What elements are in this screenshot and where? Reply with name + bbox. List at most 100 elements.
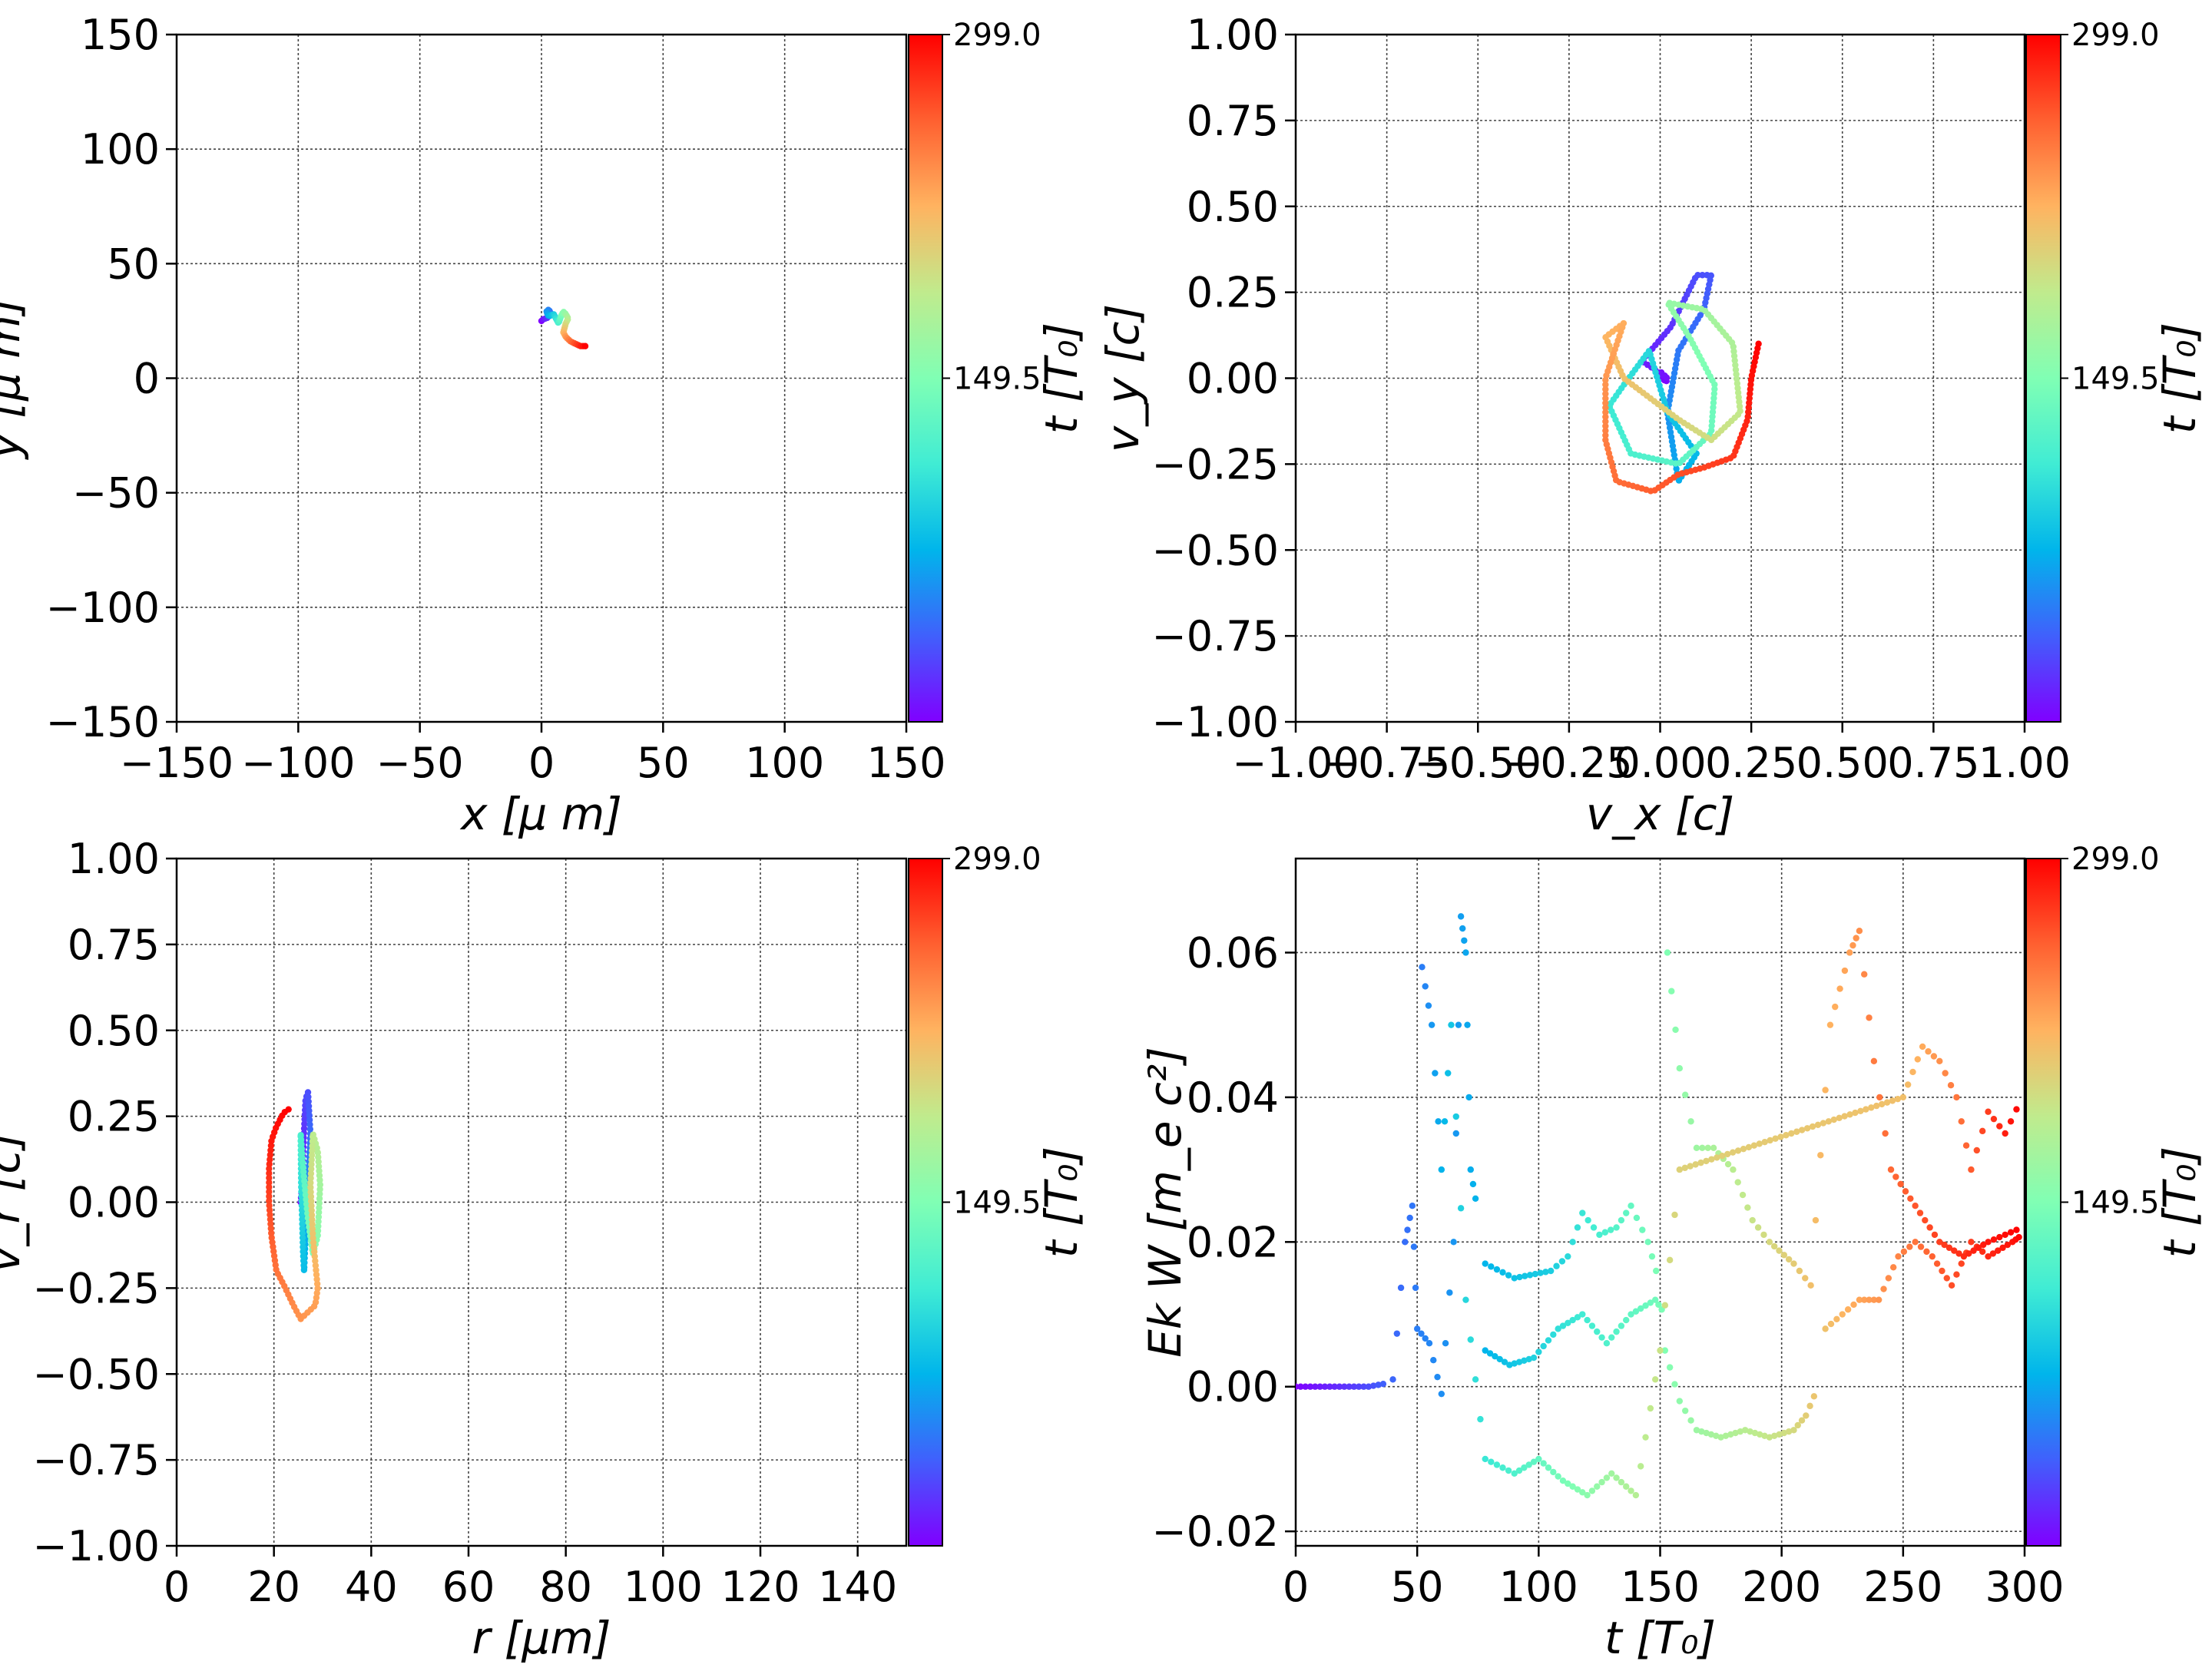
data-point xyxy=(1442,1340,1449,1347)
data-point xyxy=(1553,1262,1560,1269)
data-point xyxy=(266,1202,273,1209)
data-point xyxy=(1776,1431,1783,1438)
radial-velocity-chart: 0 20 40 60 80 100 120 140 −1.00 −0.75 −0.50 −0.25 0.… xyxy=(0,835,1088,1664)
data-point xyxy=(1885,1275,1892,1282)
data-point xyxy=(1713,1432,1720,1440)
data-point xyxy=(1331,1383,1338,1390)
data-point xyxy=(1406,1214,1413,1222)
data-point xyxy=(1809,1123,1816,1130)
data-point xyxy=(1540,1460,1547,1467)
data-point xyxy=(1866,1014,1873,1021)
data-point xyxy=(1878,1100,1886,1108)
x-tick-label: 300 xyxy=(1985,1563,2064,1611)
data-point xyxy=(1979,1127,1986,1135)
data-point xyxy=(1870,1057,1878,1064)
data-point xyxy=(1727,1431,1734,1438)
data-point xyxy=(1537,1269,1544,1276)
data-point xyxy=(1482,1260,1488,1267)
data-point xyxy=(1628,1311,1634,1318)
data-point xyxy=(1912,1239,1919,1246)
data-point xyxy=(1827,1320,1835,1328)
data-point xyxy=(1703,1429,1710,1437)
data-point xyxy=(1555,1325,1561,1332)
data-point xyxy=(1569,1483,1576,1490)
data-point xyxy=(1876,1094,1883,1101)
data-point xyxy=(1655,1301,1662,1309)
data-point xyxy=(1434,1373,1441,1381)
colorbar-tick-label: 299.0 xyxy=(2071,18,2160,53)
data-point xyxy=(1430,1356,1437,1364)
data-point xyxy=(1350,1383,1358,1390)
colorbar-label: t [T₀] xyxy=(1035,1147,1088,1258)
data-point xyxy=(1796,1267,1803,1275)
data-point xyxy=(1948,1282,1955,1289)
data-point xyxy=(1418,1330,1425,1337)
y-tick-label: 0.50 xyxy=(68,1007,160,1055)
data-point xyxy=(1676,1166,1684,1173)
data-point xyxy=(1909,1068,1916,1076)
data-point xyxy=(1419,964,1426,971)
data-point xyxy=(1760,1231,1767,1239)
data-point xyxy=(1681,1091,1689,1098)
x-tick-label: 50 xyxy=(637,739,690,787)
data-point xyxy=(1501,1358,1508,1365)
data-point xyxy=(1710,390,1718,397)
data-point xyxy=(1747,1428,1753,1435)
data-point xyxy=(1856,1296,1863,1303)
data-point xyxy=(1404,1226,1411,1233)
data-point xyxy=(1602,399,1609,407)
data-point xyxy=(1880,1286,1887,1292)
y-tick-label: 0.75 xyxy=(68,921,160,969)
data-point xyxy=(1297,1383,1304,1390)
data-point xyxy=(1798,1127,1806,1133)
data-point xyxy=(315,1163,323,1170)
colorbar xyxy=(2025,858,2061,1547)
data-point xyxy=(1783,1132,1790,1139)
data-point xyxy=(1790,1260,1797,1267)
data-point xyxy=(316,1195,323,1202)
data-point xyxy=(297,1132,304,1139)
data-point xyxy=(1445,1070,1452,1077)
data-point xyxy=(1613,1224,1620,1231)
data-point xyxy=(1639,1226,1646,1233)
data-point xyxy=(1916,1209,1924,1216)
data-point xyxy=(1996,1123,2003,1130)
x-tick-label: 150 xyxy=(1621,1563,1700,1611)
data-point xyxy=(1749,1216,1756,1224)
data-point xyxy=(1464,1021,1471,1028)
data-point xyxy=(1887,1166,1895,1173)
data-point xyxy=(1704,1144,1711,1152)
data-point xyxy=(267,1216,274,1223)
data-point xyxy=(1788,1130,1795,1137)
data-point xyxy=(1853,935,1859,941)
data-point xyxy=(1681,1407,1689,1415)
data-points xyxy=(1602,272,1762,495)
data-point xyxy=(1671,1211,1678,1219)
data-point xyxy=(1657,1347,1664,1354)
y-axis-label: v_r [c] xyxy=(0,1132,30,1272)
data-point xyxy=(1618,1478,1625,1486)
data-point xyxy=(1594,1483,1601,1490)
data-point xyxy=(299,1216,306,1223)
data-point xyxy=(1742,1427,1749,1434)
data-point xyxy=(1822,1325,1829,1332)
data-point xyxy=(1393,1330,1401,1337)
data-point xyxy=(1770,1242,1778,1250)
data-point xyxy=(1699,1144,1706,1152)
data-point xyxy=(1530,1458,1538,1465)
data-point xyxy=(1856,928,1863,935)
data-point xyxy=(1697,1159,1704,1166)
data-point xyxy=(1953,1271,1960,1278)
data-point xyxy=(1632,1491,1640,1499)
data-point xyxy=(1602,413,1609,421)
colorbar-tick-label: 299.0 xyxy=(953,842,1041,877)
y-tick-label: −1.00 xyxy=(1152,698,1279,746)
data-point xyxy=(1722,1432,1730,1440)
x-tick-label: 40 xyxy=(345,1563,398,1611)
data-point xyxy=(1709,413,1716,420)
data-point xyxy=(1739,1191,1747,1199)
data-point xyxy=(1302,1383,1309,1390)
data-point xyxy=(1693,1144,1700,1152)
data-point xyxy=(1647,1299,1654,1306)
data-point xyxy=(266,1165,273,1173)
